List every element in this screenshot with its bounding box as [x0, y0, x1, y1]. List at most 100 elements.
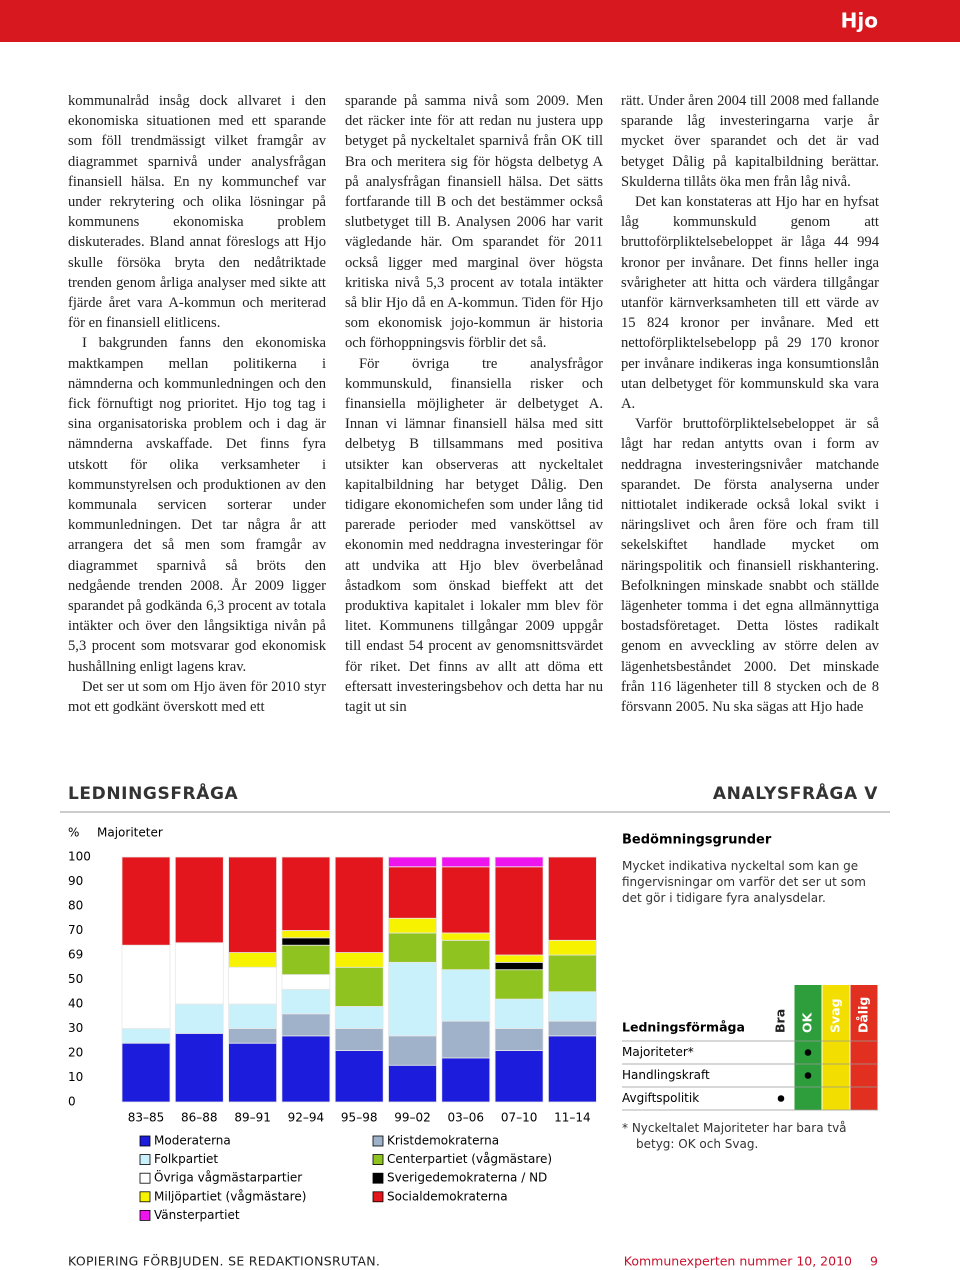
y-tick-label: 70	[68, 923, 83, 937]
footer-page: 9	[870, 1254, 878, 1269]
bar-segment	[441, 1020, 491, 1059]
bar-segment	[388, 917, 437, 934]
bar-segment	[548, 939, 597, 956]
bar-segment	[281, 937, 331, 946]
bar-segment	[228, 966, 278, 1005]
footer-left: KOPIERING FÖRBJUDEN. SE REDAKTIONSRUTAN.	[68, 1253, 380, 1269]
row-label: Avgiftspolitik	[622, 1091, 699, 1105]
bar-segment	[494, 1028, 544, 1051]
row-label: Majoriteter*	[622, 1045, 694, 1059]
header-title: Hjo	[841, 9, 878, 33]
row-label: Handlingskraft	[622, 1068, 710, 1082]
bar-segment	[281, 856, 331, 931]
bar-segment	[334, 1006, 384, 1029]
footer-magazine: Kommunexperten nummer 10, 2010	[624, 1254, 852, 1269]
grade-column	[850, 985, 878, 1110]
bar-segment	[441, 969, 491, 1022]
legend-swatch	[372, 1135, 384, 1147]
bar-segment	[494, 1050, 544, 1103]
legend-label: Övriga vågmästarpartier	[154, 1169, 302, 1185]
y-tick-label: 69	[68, 948, 83, 962]
grade-column	[767, 985, 795, 1110]
y-tick-label: 50	[68, 972, 83, 986]
paragraph: För övriga tre analysfrågor kommunskuld,…	[345, 355, 603, 716]
legend-swatch	[139, 1210, 151, 1221]
bar-segment	[494, 998, 544, 1029]
bar-segment	[334, 1028, 384, 1051]
grade-header: Dålig	[856, 997, 871, 1033]
bar-segment	[334, 952, 384, 968]
legend-label: Vänsterpartiet	[154, 1208, 240, 1222]
legend-swatch	[139, 1172, 151, 1184]
bar-segment	[281, 930, 331, 939]
bar-segment	[548, 1020, 597, 1037]
bar-segment	[121, 856, 171, 946]
grade-dot	[804, 1072, 812, 1079]
bar-segment	[228, 1003, 278, 1029]
legend-swatch	[139, 1135, 151, 1147]
bar-segment	[548, 1035, 597, 1103]
x-tick-label: 83–85	[128, 1111, 165, 1125]
bar-segment	[441, 856, 491, 868]
bar-segment	[494, 961, 544, 971]
bar-segment	[388, 856, 437, 868]
legend-swatch	[139, 1154, 151, 1165]
legend-swatch	[139, 1191, 151, 1203]
bar-segment	[228, 856, 278, 953]
x-tick-label: 03–06	[448, 1111, 485, 1125]
footnote: * Nyckeltalet Majoriteter har bara två b…	[622, 1121, 847, 1151]
bar-segment	[494, 954, 544, 963]
grade-header: OK	[800, 1011, 815, 1033]
bar-segment	[548, 856, 597, 941]
bar-segment	[441, 866, 491, 934]
bar-segment	[281, 988, 331, 1015]
bar-segment	[494, 969, 544, 1000]
bar-segment	[281, 1013, 331, 1037]
bar-segment	[334, 856, 384, 953]
y-axis-label: Majoriteter	[97, 826, 163, 840]
bar-segment	[548, 991, 597, 1022]
paragraph: sparande på samma nivå som 2009. Men det…	[345, 93, 603, 352]
legend-label: Kristdemokraterna	[387, 1134, 499, 1148]
paragraph: Det kan konstateras att Hjo har en hyfsa…	[621, 194, 879, 413]
bar-segment	[174, 1003, 224, 1034]
x-tick-label: 07–10	[501, 1111, 538, 1125]
legend-label: Sverigedemokraterna / ND	[387, 1171, 547, 1185]
legend-label: Moderaterna	[154, 1134, 231, 1148]
bar-segment	[494, 866, 544, 956]
y-tick-label: 30	[68, 1021, 83, 1035]
y-tick-label: 20	[68, 1046, 83, 1060]
legend-label: Socialdemokraterna	[387, 1189, 508, 1203]
legend-label: Miljöpartiet (vågmästare)	[154, 1189, 306, 1203]
paragraph: Det ser ut som om Hjo även för 2010 styr…	[68, 678, 326, 716]
bar-segment	[228, 952, 278, 968]
legend-swatch	[372, 1172, 384, 1184]
y-tick-label: 10	[68, 1070, 83, 1084]
paragraph: kommunalråd insåg dock allvaret i den ek…	[68, 93, 326, 332]
bar-segment	[388, 961, 437, 1037]
grade-header: Svag	[828, 998, 843, 1033]
assessment-title: Bedömningsgrunder	[622, 833, 772, 848]
bar-segment	[334, 966, 384, 1007]
section-heading: ANALYSFRÅGA V	[713, 781, 878, 804]
bar-segment	[441, 1057, 491, 1103]
legend-label: Centerpartiet (vågmästare)	[387, 1152, 552, 1166]
bar-segment	[548, 954, 597, 993]
y-tick-label: 80	[68, 899, 83, 913]
grade-dot	[804, 1049, 812, 1056]
y-unit: %	[68, 826, 79, 840]
bar-segment	[388, 1064, 437, 1103]
paragraph: rätt. Under åren 2004 till 2008 med fall…	[621, 93, 879, 190]
text-column: kommunalråd insåg dock allvaret i den ek…	[68, 91, 326, 759]
bar-segment	[281, 944, 331, 976]
bar-segment	[174, 856, 224, 944]
legend-swatch	[372, 1191, 384, 1203]
legend-swatch	[372, 1154, 384, 1165]
bar-segment	[388, 866, 437, 919]
bar-segment	[121, 944, 171, 1029]
bar-segment	[441, 939, 491, 971]
bar-segment	[334, 1050, 384, 1103]
bar-segment	[494, 856, 544, 868]
grade-column	[794, 985, 822, 1110]
x-tick-label: 86–88	[181, 1111, 218, 1125]
